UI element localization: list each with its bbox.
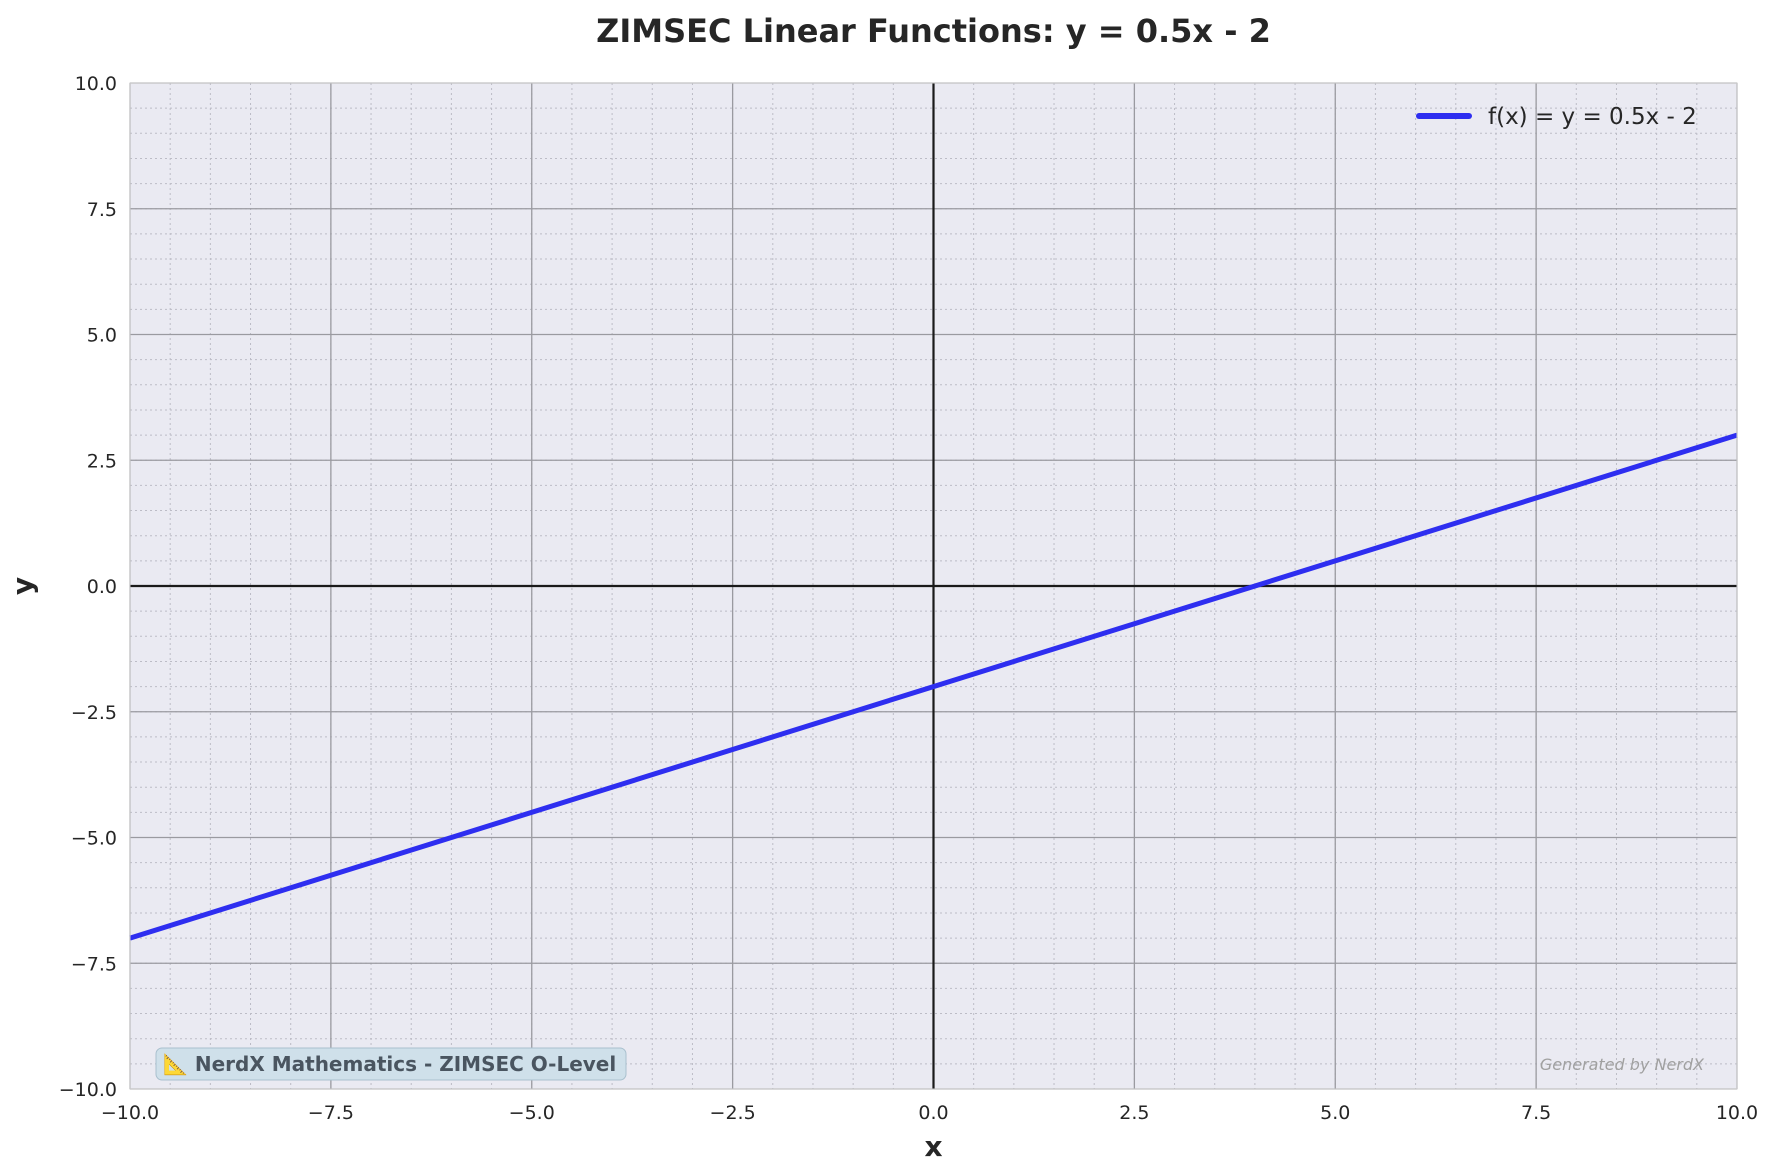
legend: f(x) = y = 0.5x - 2 [1416, 104, 1697, 130]
y-tick-labels: −10.0 −7.5 −5.0 −2.5 0.0 2.5 5.0 7.5 10.0 [59, 73, 117, 1101]
plot-border [129, 82, 1738, 1090]
y-axis-label: y [6, 577, 39, 595]
watermark-background [155, 1047, 627, 1081]
watermark-text: 📐 NerdX Mathematics - ZIMSEC O-Level [163, 1052, 616, 1076]
x-tick-label: −10.0 [101, 1102, 159, 1124]
y-tick-label: −7.5 [71, 953, 117, 975]
y-tick-label: 5.0 [87, 325, 117, 347]
watermark-badge: 📐 NerdX Mathematics - ZIMSEC O-Level [155, 1047, 627, 1081]
x-tick-label: −2.5 [710, 1102, 756, 1124]
y-tick-label: −2.5 [71, 702, 117, 724]
credit-text: Generated by NerdX [1540, 1055, 1705, 1074]
series-layer [129, 432, 1738, 941]
x-tick-label: 0.0 [918, 1102, 948, 1124]
x-tick-label: −7.5 [308, 1102, 354, 1124]
y-tick-label: 10.0 [75, 73, 117, 95]
x-tick-label: −5.0 [509, 1102, 555, 1124]
zero-axes [130, 83, 1737, 1089]
series-line-0 [129, 432, 1738, 941]
y-tick-label: 0.0 [87, 576, 117, 598]
y-tick-label: −10.0 [59, 1079, 117, 1101]
x-axis-label: x [924, 1130, 942, 1163]
x-tick-label: 7.5 [1521, 1102, 1551, 1124]
legend-label: f(x) = y = 0.5x - 2 [1488, 104, 1697, 130]
x-tick-label: 2.5 [1119, 1102, 1149, 1124]
x-tick-labels: −10.0 −7.5 −5.0 −2.5 0.0 2.5 5.0 7.5 10.0 [101, 1102, 1758, 1124]
chart-title: ZIMSEC Linear Functions: y = 0.5x - 2 [596, 12, 1271, 50]
y-tick-label: 2.5 [87, 450, 117, 472]
y-tick-label: −5.0 [71, 828, 117, 850]
y-tick-label: 7.5 [87, 199, 117, 221]
x-tick-label: 10.0 [1716, 1102, 1758, 1124]
x-tick-label: 5.0 [1320, 1102, 1350, 1124]
